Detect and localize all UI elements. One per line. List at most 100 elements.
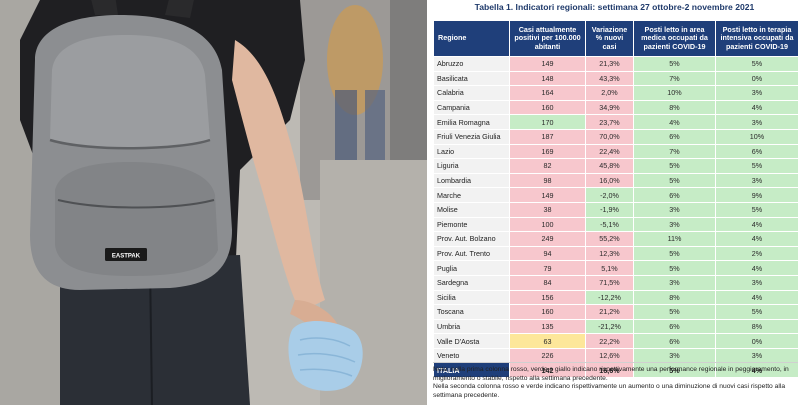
cell-variation: 16,0% xyxy=(585,172,634,189)
cell-region: Valle D'Aosta xyxy=(433,333,510,349)
header-cases: Casi attualmente positivi per 100.000 ab… xyxy=(509,20,586,57)
total-cell-beds-area: 5% xyxy=(633,362,716,379)
cell-variation: 2,0% xyxy=(585,85,634,101)
table-row: Toscana 160 21,2% 5% 5% xyxy=(433,304,799,320)
cell-region: Piemonte xyxy=(433,216,510,233)
cell-region: Molise xyxy=(433,201,510,218)
regional-indicators-table: Regione Casi attualmente positivi per 10… xyxy=(433,20,799,379)
table-note: Nota: nella prima colonna rosso, verde e… xyxy=(433,362,798,401)
cell-beds-ti: 0% xyxy=(715,333,799,349)
cell-beds-area: 5% xyxy=(633,56,716,72)
cell-cases: 226 xyxy=(509,347,586,364)
backpack-brand-label: EASTPAK xyxy=(112,254,141,260)
cell-beds-area: 7% xyxy=(633,70,716,87)
table-row: Lombardia 98 16,0% 5% 3% xyxy=(433,172,799,189)
cell-beds-ti: 3% xyxy=(715,274,799,291)
table-row: Valle D'Aosta 63 22,2% 6% 0% xyxy=(433,333,799,349)
cell-variation: -5,1% xyxy=(585,216,634,233)
cell-beds-ti: 3% xyxy=(715,85,799,101)
cell-beds-ti: 9% xyxy=(715,187,799,203)
cell-region: Prov. Aut. Bolzano xyxy=(433,231,510,247)
cell-beds-area: 3% xyxy=(633,274,716,291)
header-beds-area: Posti letto in area medica occupati da p… xyxy=(633,20,716,57)
cell-region: Lazio xyxy=(433,143,510,160)
cell-beds-area: 5% xyxy=(633,304,716,320)
cell-cases: 156 xyxy=(509,289,586,306)
cell-variation: 21,2% xyxy=(585,304,634,320)
cell-beds-ti: 10% xyxy=(715,128,799,145)
cell-cases: 84 xyxy=(509,274,586,291)
table-panel: Tabella 1. Indicatori regionali: settima… xyxy=(429,0,800,405)
header-beds-ti: Posti letto in terapia intensiva occupat… xyxy=(715,20,799,57)
cell-cases: 249 xyxy=(509,231,586,247)
cell-beds-ti: 4% xyxy=(715,99,799,116)
cell-variation: 5,1% xyxy=(585,260,634,276)
cell-beds-area: 5% xyxy=(633,172,716,189)
table-row: Abruzzo 149 21,3% 5% 5% xyxy=(433,56,799,72)
cell-beds-ti: 6% xyxy=(715,143,799,160)
cell-region: Sardegna xyxy=(433,274,510,291)
cell-cases: 63 xyxy=(509,333,586,349)
table-row: Emilia Romagna 170 23,7% 4% 3% xyxy=(433,114,799,130)
table-row: Umbria 135 -21,2% 6% 8% xyxy=(433,318,799,335)
table-row: Liguria 82 45,8% 5% 5% xyxy=(433,158,799,174)
cell-cases: 82 xyxy=(509,158,586,174)
cell-beds-ti: 4% xyxy=(715,289,799,306)
table-row: Sardegna 84 71,5% 3% 3% xyxy=(433,274,799,291)
table-row: Lazio 169 22,4% 7% 6% xyxy=(433,143,799,160)
cell-variation: -21,2% xyxy=(585,318,634,335)
cell-cases: 98 xyxy=(509,172,586,189)
cell-beds-area: 4% xyxy=(633,114,716,130)
table-row: Molise 38 -1,9% 3% 5% xyxy=(433,201,799,218)
total-cell-cases: 142 xyxy=(509,362,586,379)
cell-cases: 149 xyxy=(509,56,586,72)
cell-region: Liguria xyxy=(433,158,510,174)
cell-cases: 170 xyxy=(509,114,586,130)
cell-variation: 12,6% xyxy=(585,347,634,364)
cell-cases: 79 xyxy=(509,260,586,276)
cell-variation: 22,2% xyxy=(585,333,634,349)
table-body: Abruzzo 149 21,3% 5% 5% Basilicata 148 43,3% 7% 0… xyxy=(433,56,799,379)
cell-beds-ti: 5% xyxy=(715,56,799,72)
cell-beds-ti: 4% xyxy=(715,260,799,276)
table-row: Puglia 79 5,1% 5% 4% xyxy=(433,260,799,276)
cell-region: Basilicata xyxy=(433,70,510,87)
table-row: Campania 160 34,9% 8% 4% xyxy=(433,99,799,116)
table-title: Tabella 1. Indicatori regionali: settima… xyxy=(474,2,755,12)
cell-beds-ti: 5% xyxy=(715,158,799,174)
cell-variation: 71,5% xyxy=(585,274,634,291)
cell-variation: 12,3% xyxy=(585,245,634,262)
cell-beds-area: 7% xyxy=(633,143,716,160)
cell-beds-ti: 0% xyxy=(715,70,799,87)
header-region: Regione xyxy=(433,20,510,57)
cell-cases: 160 xyxy=(509,99,586,116)
cell-beds-area: 11% xyxy=(633,231,716,247)
note-line-2: Nella seconda colonna rosso e verde indi… xyxy=(433,383,786,400)
cell-beds-ti: 5% xyxy=(715,304,799,320)
header-variation: Variazione % nuovi casi xyxy=(585,20,634,57)
cell-beds-area: 6% xyxy=(633,187,716,203)
cell-region: Umbria xyxy=(433,318,510,335)
cell-cases: 135 xyxy=(509,318,586,335)
cell-cases: 169 xyxy=(509,143,586,160)
table-row: Veneto 226 12,6% 3% 3% xyxy=(433,347,799,364)
note-line-1: Nota: nella prima colonna rosso, verde e… xyxy=(433,366,789,382)
table-row: Piemonte 100 -5,1% 3% 4% xyxy=(433,216,799,233)
cell-beds-area: 6% xyxy=(633,333,716,349)
cell-beds-area: 10% xyxy=(633,85,716,101)
cell-region: Puglia xyxy=(433,260,510,276)
cell-cases: 160 xyxy=(509,304,586,320)
cell-region: Prov. Aut. Trento xyxy=(433,245,510,262)
cell-region: Calabria xyxy=(433,85,510,101)
cell-cases: 100 xyxy=(509,216,586,233)
table-row: Marche 149 -2,0% 6% 9% xyxy=(433,187,799,203)
photo-illustration: EASTPAK xyxy=(0,0,427,405)
cell-region: Sicilia xyxy=(433,289,510,306)
table-row: Prov. Aut. Bolzano 249 55,2% 11% 4% xyxy=(433,231,799,247)
cell-region: Toscana xyxy=(433,304,510,320)
total-cell-region: ITALIA xyxy=(433,362,510,379)
cell-variation: -1,9% xyxy=(585,201,634,218)
cell-region: Emilia Romagna xyxy=(433,114,510,130)
total-cell-variation: 16,6% xyxy=(585,362,634,379)
cell-beds-ti: 4% xyxy=(715,231,799,247)
